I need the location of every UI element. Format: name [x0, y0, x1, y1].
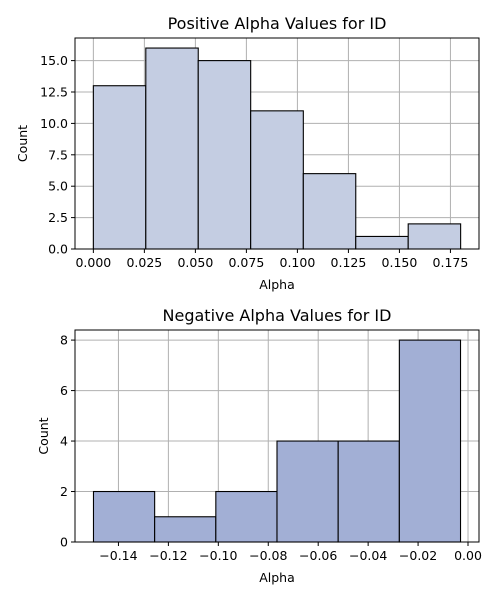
- histogram-bar: [250, 110, 304, 250]
- x-tick-label: 0.075: [228, 255, 264, 270]
- x-axis-label: Alpha: [259, 277, 295, 292]
- histogram-bar: [145, 47, 199, 250]
- x-tick-label: −0.02: [399, 548, 437, 563]
- histogram-bar: [398, 339, 462, 543]
- x-tick-label: −0.04: [349, 548, 387, 563]
- x-tick-label: 0.000: [75, 255, 111, 270]
- y-tick-label: 0.0: [48, 242, 68, 257]
- chart-positive-alpha: Positive Alpha Values for ID 0.000 0.025 0…: [15, 14, 480, 292]
- chart-title: Negative Alpha Values for ID: [163, 306, 392, 325]
- chart-title: Positive Alpha Values for ID: [168, 14, 387, 33]
- x-axis-label: Alpha: [259, 570, 295, 585]
- x-tick-label: −0.14: [99, 548, 137, 563]
- y-ticks: 0 2 4 6 8: [60, 333, 75, 550]
- y-tick-label: 2: [60, 484, 68, 499]
- bars: [92, 339, 462, 543]
- y-tick-label: 8: [60, 333, 68, 348]
- x-tick-label: 0.125: [331, 255, 367, 270]
- x-tick-label: 0.025: [126, 255, 162, 270]
- x-tick-label: −0.06: [299, 548, 337, 563]
- x-tick-label: −0.08: [249, 548, 287, 563]
- histogram-bar: [302, 173, 357, 250]
- plot-frame: [74, 329, 480, 543]
- histogram-bar: [355, 235, 409, 250]
- x-tick-label: 0.00: [454, 548, 482, 563]
- x-tick-label: 0.150: [382, 255, 418, 270]
- bars: [92, 47, 462, 250]
- chart-negative-alpha: Negative Alpha Values for ID −0.14 −0.12−…: [36, 306, 482, 585]
- plot-frame: [74, 37, 480, 250]
- y-tick-label: 5.0: [48, 179, 68, 194]
- y-tick-label: 7.5: [48, 147, 68, 162]
- x-tick-label: −0.10: [199, 548, 237, 563]
- y-tick-label: 12.5: [40, 85, 68, 100]
- x-tick-label: −0.12: [149, 548, 187, 563]
- histogram-bar: [197, 60, 252, 250]
- histogram-bar: [215, 490, 278, 543]
- histogram-bar: [407, 223, 462, 250]
- y-axis-label: Count: [15, 125, 30, 162]
- y-tick-label: 10.0: [40, 116, 68, 131]
- y-tick-label: 2.5: [48, 210, 68, 225]
- histogram-bar: [92, 85, 147, 250]
- histogram-bar: [154, 516, 217, 543]
- x-ticks: −0.14 −0.12 −0.10 −0.08 −0.06 −0.04 −0.02 0.00: [99, 542, 482, 563]
- y-ticks: 0.0 2.5 5.0 7.5 10.0 12.5 15.0: [40, 53, 75, 257]
- y-tick-label: 4: [60, 434, 68, 449]
- histogram-bar: [337, 440, 400, 543]
- y-tick-label: 6: [60, 383, 68, 398]
- histogram-bar: [92, 490, 156, 543]
- x-ticks: 0.000 0.025 0.050 0.075 0.100 0.125 0.150 0.175: [75, 249, 468, 270]
- y-axis-label: Count: [36, 417, 51, 454]
- y-tick-label: 15.0: [40, 53, 68, 68]
- y-tick-label: 0: [60, 535, 68, 550]
- histogram-bar: [276, 440, 339, 543]
- x-tick-label: 0.050: [177, 255, 213, 270]
- x-tick-label: 0.100: [280, 255, 316, 270]
- x-tick-label: 0.175: [433, 255, 469, 270]
